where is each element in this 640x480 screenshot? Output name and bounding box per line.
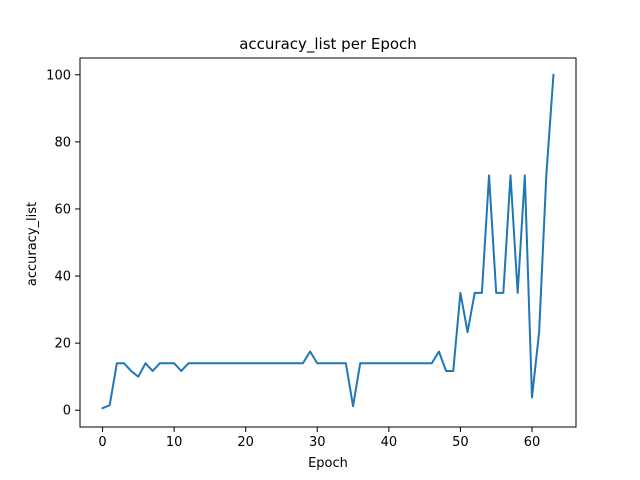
- x-tick-label: 30: [309, 435, 326, 450]
- x-tick-label: 10: [166, 435, 183, 450]
- y-tick-label: 0: [63, 404, 71, 419]
- y-tick-label: 80: [54, 135, 71, 150]
- y-tick-label: 20: [54, 337, 71, 352]
- x-axis-label: Epoch: [308, 456, 348, 471]
- axes-frame: [79, 57, 577, 428]
- series-layer: [101, 73, 555, 410]
- chart-title: accuracy_list per Epoch: [239, 35, 417, 54]
- y-tick-label: 100: [46, 68, 71, 83]
- y-tick-label: 40: [54, 270, 71, 285]
- x-axis-ticks: 0 10 20 30 40 50 60: [98, 427, 540, 450]
- x-tick-label: 50: [452, 435, 469, 450]
- x-tick-label: 60: [524, 435, 541, 450]
- y-tick-label: 60: [54, 202, 71, 217]
- y-axis-ticks: 0 20 40 60 80 100: [46, 68, 80, 419]
- series-line-0: [101, 73, 555, 410]
- x-tick-label: 0: [98, 435, 106, 450]
- plot-area: [79, 57, 577, 428]
- x-tick-label: 40: [381, 435, 398, 450]
- x-tick-label: 20: [237, 435, 254, 450]
- y-axis-label: accuracy_list: [25, 202, 40, 286]
